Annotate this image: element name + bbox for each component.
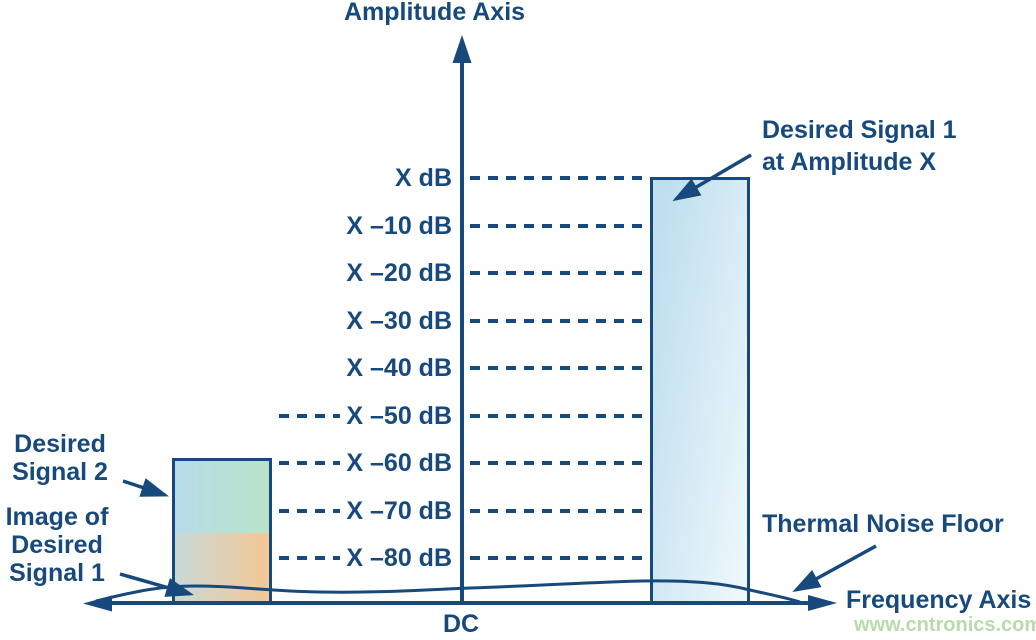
level-label-x-20: X –20 dB [346, 259, 452, 287]
amplitude-axis-title: Amplitude Axis [344, 0, 526, 26]
level-label-x-50: X –50 dB [346, 402, 452, 430]
level-label-x-10: X –10 dB [346, 212, 452, 240]
watermark-text: www.cntronics.com [854, 614, 1036, 636]
amplitude-axis-arrowhead-icon [452, 35, 472, 63]
level-label-x-40: X –40 dB [346, 354, 452, 382]
gridline-x-80 [470, 556, 642, 560]
gridline-xdb [470, 176, 642, 180]
desired-signal-2-label-line2: Signal 2 [12, 458, 108, 486]
dc-origin-label: DC [442, 610, 480, 638]
gridline-left-x-70 [279, 509, 340, 513]
image-label-line1: Image of [5, 503, 109, 531]
desired-signal-1-label-line2: at Amplitude X [762, 148, 937, 176]
gridline-x-20 [470, 271, 642, 275]
thermal-noise-floor-curve [95, 579, 801, 604]
level-label-x-80: X –80 dB [346, 544, 452, 572]
image-of-desired-signal-1-arrow-icon [119, 572, 195, 597]
level-label-x-30: X –30 dB [346, 307, 452, 335]
gridline-left-x-50 [279, 414, 340, 418]
image-label-line3: Signal 1 [9, 559, 105, 587]
image-label-line2: Desired [11, 531, 103, 559]
level-label-x-70: X –70 dB [346, 497, 452, 525]
gridline-x-70 [470, 509, 642, 513]
frequency-axis-right-arrowhead-icon [808, 595, 837, 611]
desired-signal-2-arrow-icon [122, 478, 169, 497]
image-of-desired-signal-1-label: Image of Desired Signal 1 [0, 503, 114, 587]
desired-signal-1-label-line1: Desired Signal 1 [762, 116, 957, 144]
gridline-x-50 [470, 414, 642, 418]
gridline-x-10 [470, 224, 642, 228]
desired-signal-2-label: Desired Signal 2 [6, 430, 114, 486]
level-label-xdb: X dB [395, 164, 452, 192]
level-label-x-60: X –60 dB [346, 449, 452, 477]
gridline-x-30 [470, 319, 642, 323]
gridline-x-60 [470, 461, 642, 465]
desired-signal-2-bar [175, 461, 269, 533]
thermal-noise-floor-arrow-icon [792, 544, 877, 593]
desired-signal-2-label-line1: Desired [14, 430, 106, 458]
gridline-x-40 [470, 366, 642, 370]
desired-signal-1-arrow-icon [672, 153, 752, 202]
frequency-axis-title: Frequency Axis [846, 586, 1032, 614]
gridline-left-x-80 [279, 556, 340, 560]
thermal-noise-floor-label: Thermal Noise Floor [762, 510, 1004, 538]
gridline-left-x-60 [279, 461, 340, 465]
desired-signal-1-label: Desired Signal 1 at Amplitude X [762, 114, 957, 178]
